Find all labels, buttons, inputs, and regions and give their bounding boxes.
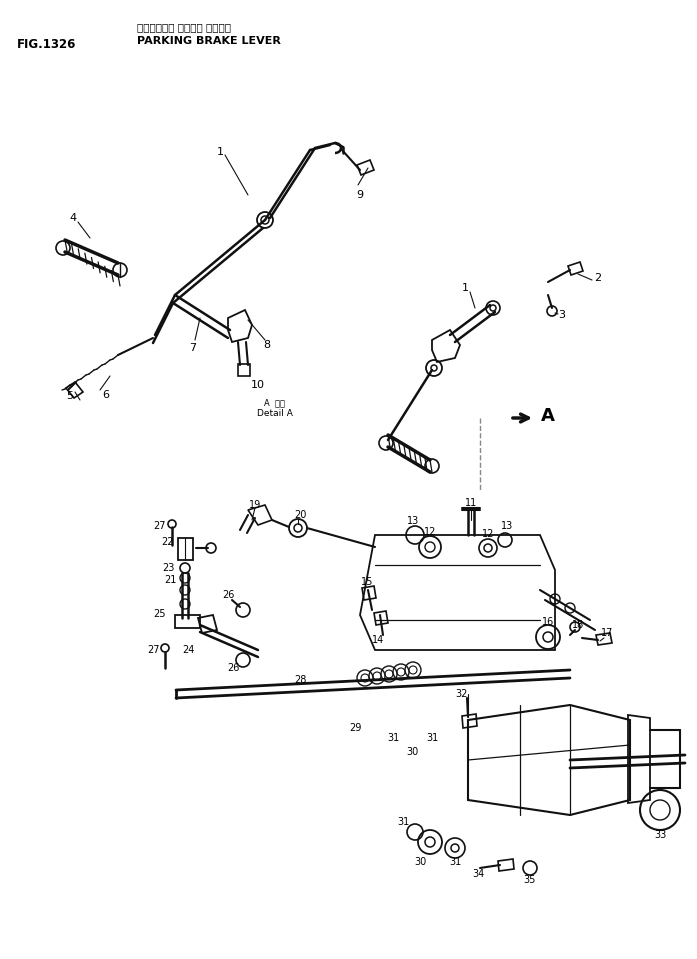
Text: 8: 8 xyxy=(263,340,270,350)
Text: 29: 29 xyxy=(348,723,361,733)
Text: 25: 25 xyxy=(154,609,167,619)
Text: 31: 31 xyxy=(426,733,438,743)
Text: 16: 16 xyxy=(542,617,554,627)
Text: 6: 6 xyxy=(102,390,109,400)
Text: 13: 13 xyxy=(501,521,513,531)
Text: 15: 15 xyxy=(361,577,373,587)
Text: 3: 3 xyxy=(558,310,565,320)
Text: 1: 1 xyxy=(217,147,224,157)
Text: 27: 27 xyxy=(154,521,167,531)
Text: 20: 20 xyxy=(294,510,306,520)
Text: パーキング゙ ブレーキ レバー: パーキング゙ ブレーキ レバー xyxy=(137,22,231,32)
Text: 22: 22 xyxy=(162,537,174,547)
Text: FIG.1326: FIG.1326 xyxy=(17,38,77,51)
Text: 19: 19 xyxy=(249,500,261,510)
Text: 26: 26 xyxy=(227,663,239,673)
Text: 24: 24 xyxy=(182,645,194,655)
Text: 26: 26 xyxy=(222,590,234,600)
Text: 31: 31 xyxy=(387,733,399,743)
Text: 34: 34 xyxy=(472,869,484,879)
Text: 7: 7 xyxy=(190,343,197,353)
Text: 32: 32 xyxy=(456,689,468,699)
Text: 12: 12 xyxy=(424,527,436,537)
Text: 23: 23 xyxy=(162,563,174,573)
Text: 5: 5 xyxy=(66,391,73,401)
Text: 1: 1 xyxy=(461,283,468,293)
Text: 27: 27 xyxy=(147,645,159,655)
Text: A  詳細: A 詳細 xyxy=(264,399,286,408)
Text: 14: 14 xyxy=(372,635,384,645)
Text: 11: 11 xyxy=(465,498,477,508)
Text: 12: 12 xyxy=(482,529,494,539)
Text: 13: 13 xyxy=(407,516,419,526)
Text: 31: 31 xyxy=(449,857,461,867)
Text: 18: 18 xyxy=(572,620,584,630)
Text: Detail A: Detail A xyxy=(257,409,293,417)
Text: 4: 4 xyxy=(70,213,77,223)
Text: 30: 30 xyxy=(406,747,418,757)
Text: 9: 9 xyxy=(356,190,364,200)
Text: A: A xyxy=(541,407,555,425)
Text: 2: 2 xyxy=(595,273,602,283)
Text: PARKING BRAKE LEVER: PARKING BRAKE LEVER xyxy=(137,36,281,46)
Text: 28: 28 xyxy=(294,675,306,685)
Text: 21: 21 xyxy=(164,575,176,585)
Text: 33: 33 xyxy=(654,830,666,840)
Text: 35: 35 xyxy=(524,875,536,885)
Text: 30: 30 xyxy=(414,857,426,867)
Text: 10: 10 xyxy=(251,380,265,390)
Text: 17: 17 xyxy=(601,628,613,638)
Text: 31: 31 xyxy=(397,817,409,827)
